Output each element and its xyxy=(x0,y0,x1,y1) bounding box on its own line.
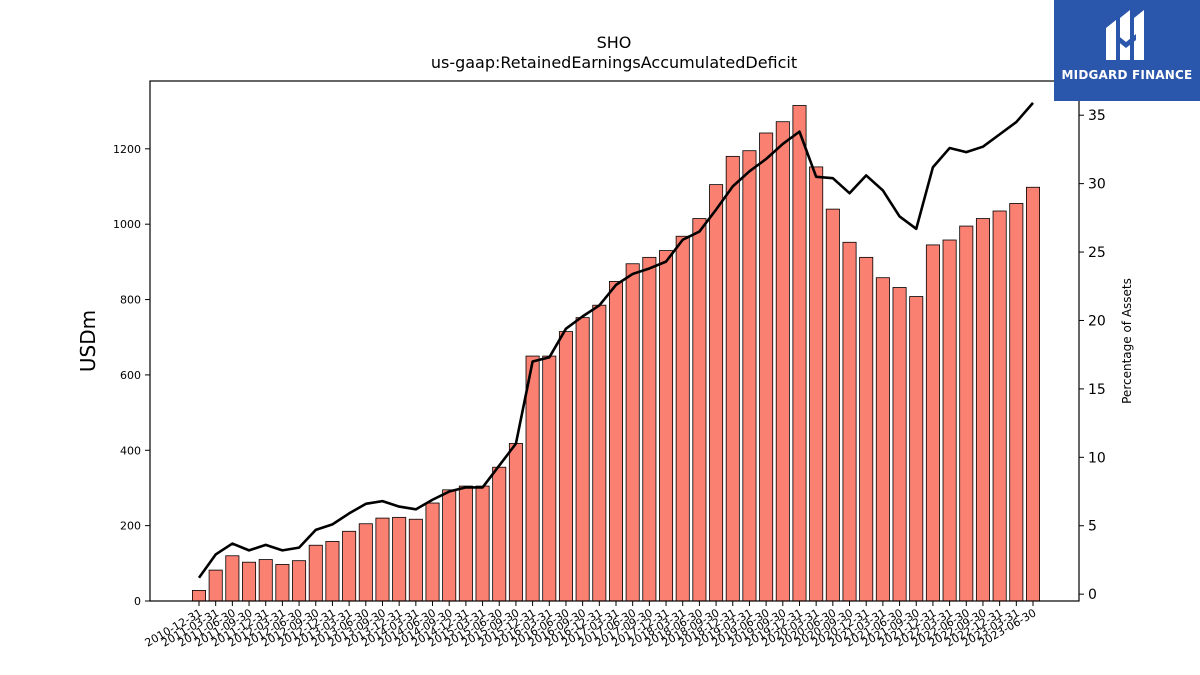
bar xyxy=(792,105,807,602)
bar xyxy=(558,331,573,602)
bar xyxy=(592,304,607,602)
bar xyxy=(992,210,1007,602)
chart-title: SHO xyxy=(597,33,632,52)
bar xyxy=(575,317,590,602)
bar xyxy=(191,590,206,602)
bar xyxy=(775,121,790,602)
y-tick-label: 1000 xyxy=(113,218,141,231)
bar xyxy=(208,569,223,602)
y-tick-label: 400 xyxy=(120,444,141,457)
bar xyxy=(809,166,824,602)
bar xyxy=(358,523,373,602)
line-series xyxy=(197,102,1034,579)
bar xyxy=(442,489,457,602)
bar xyxy=(308,544,323,602)
y2-tick-label: 5 xyxy=(1088,519,1097,535)
bar xyxy=(458,485,473,602)
y-tick-label: 600 xyxy=(120,369,141,382)
bar xyxy=(342,530,357,602)
bar xyxy=(725,155,740,602)
bar xyxy=(942,239,957,602)
right-axis: 0 5 10 15 20 25 30 35 xyxy=(1079,108,1106,603)
bar xyxy=(508,443,523,602)
bar xyxy=(842,241,857,602)
bar xyxy=(275,564,290,602)
bar xyxy=(959,225,974,602)
x-axis: 2010-12-312011-03-312011-06-302011-09-30… xyxy=(143,601,1039,650)
bar xyxy=(925,244,940,602)
bar xyxy=(875,277,890,602)
bar xyxy=(909,296,924,602)
bar xyxy=(759,132,774,602)
plot-frame xyxy=(149,80,1080,602)
bar xyxy=(225,555,240,602)
bar xyxy=(825,208,840,602)
y2-tick-label: 25 xyxy=(1088,245,1106,261)
bar xyxy=(392,516,407,602)
y2-tick-label: 30 xyxy=(1088,177,1106,193)
bar xyxy=(675,235,690,602)
bar xyxy=(408,518,423,602)
bar xyxy=(625,263,640,602)
y2-tick-label: 35 xyxy=(1088,108,1106,124)
y-tick-label: 0 xyxy=(134,595,141,608)
y-axis-label: USDm xyxy=(76,310,100,372)
bar xyxy=(542,355,557,602)
bar xyxy=(692,218,707,602)
bar xyxy=(642,256,657,602)
bar xyxy=(975,218,990,602)
y-tick-label: 200 xyxy=(120,520,141,533)
bar xyxy=(659,250,674,602)
y2-tick-label: 15 xyxy=(1088,382,1106,398)
bar xyxy=(742,150,757,602)
y2-tick-label: 0 xyxy=(1088,587,1097,603)
bar xyxy=(609,281,624,602)
bar xyxy=(892,287,907,602)
y2-tick-label: 20 xyxy=(1088,313,1106,329)
bar xyxy=(1026,186,1041,602)
y-tick-label: 1200 xyxy=(113,143,141,156)
bar xyxy=(492,466,507,602)
line-path xyxy=(197,102,1034,579)
bar xyxy=(475,485,490,602)
midgard-logo-icon xyxy=(1106,10,1144,60)
bar xyxy=(292,560,307,602)
bar xyxy=(375,517,390,602)
bar xyxy=(1009,203,1024,602)
chart-subtitle: us-gaap:RetainedEarningsAccumulatedDefic… xyxy=(431,53,797,72)
bar xyxy=(709,184,724,602)
bar xyxy=(525,355,540,602)
bar xyxy=(859,256,874,602)
bar xyxy=(325,541,340,602)
bar-series xyxy=(191,105,1041,602)
y2-tick-label: 10 xyxy=(1088,450,1106,466)
bar xyxy=(242,561,257,602)
brand-name: MIDGARD FINANCE xyxy=(1061,68,1193,82)
bar xyxy=(258,559,273,602)
bar xyxy=(425,502,440,602)
y2-axis-label: Percentage of Assets xyxy=(1120,278,1134,404)
left-axis: 0 200 400 600 800 1000 1200 xyxy=(113,143,150,608)
y-tick-label: 800 xyxy=(120,294,141,307)
brand-logo: MIDGARD FINANCE xyxy=(1054,0,1200,101)
